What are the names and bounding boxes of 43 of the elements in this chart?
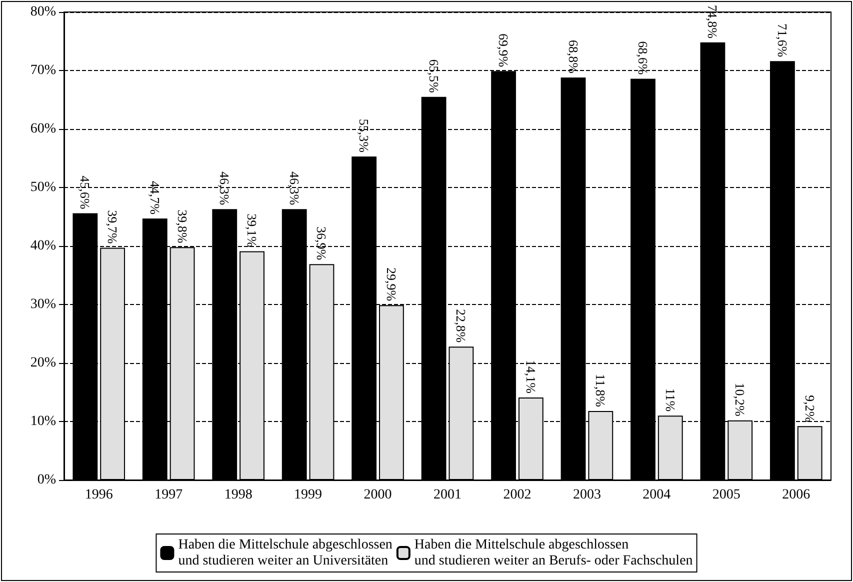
data-label: 39,7% — [105, 210, 120, 244]
y-tick-label: 30% — [30, 297, 56, 312]
y-tick-label: 60% — [30, 122, 56, 136]
legend-label: Haben die Mittelschule abgeschlossen und studieren weiter an Universitäten — [178, 538, 392, 568]
legend-label: Haben die Mittelschule abgeschlossen und studieren weiter an Berufs- oder Fachschulen — [414, 538, 693, 568]
x-tick-label: 1999 — [294, 488, 322, 502]
data-label: 71,6% — [774, 24, 790, 58]
data-label: 11% — [662, 388, 678, 412]
data-label: 9,2% — [802, 395, 818, 422]
y-tick-label: 70% — [30, 63, 56, 78]
y-tick-label: 40% — [30, 238, 56, 254]
y-tick-label: 0% — [37, 472, 56, 488]
data-label: 39,1% — [244, 214, 260, 248]
data-label: 10,2% — [732, 382, 748, 416]
x-tick-label: 1997 — [154, 488, 183, 502]
data-label: 65,5% — [426, 59, 442, 93]
y-tick-label: 10% — [30, 414, 56, 429]
data-label: 44,7% — [147, 180, 162, 215]
x-tick-label: 2004 — [642, 488, 671, 502]
y-tick-label: 20% — [30, 356, 56, 370]
data-label: 74,8% — [705, 4, 720, 39]
data-label: 46,3% — [217, 172, 232, 206]
x-tick-label: 2001 — [434, 488, 462, 502]
data-label: 69,9% — [496, 33, 512, 68]
data-label: 46,3% — [286, 172, 302, 206]
x-tick-label: 1996 — [84, 488, 113, 502]
data-label: 45,6% — [78, 176, 93, 210]
data-label: 29,9% — [384, 267, 399, 302]
data-label: 68,6% — [635, 41, 650, 75]
y-tick-label: 80% — [30, 4, 56, 20]
data-label: 36,9% — [314, 226, 330, 260]
data-label: 22,8% — [454, 309, 469, 343]
data-label: 68,8% — [566, 40, 581, 74]
x-tick-label: 2000 — [364, 488, 392, 502]
data-label: 11,8% — [593, 374, 608, 408]
x-tick-label: 2005 — [712, 488, 740, 502]
y-tick-label: 50% — [30, 180, 56, 195]
data-label: 55,3% — [356, 118, 372, 153]
x-tick-label: 2002 — [503, 488, 532, 502]
x-tick-label: 2003 — [572, 488, 601, 502]
data-label: 39,8% — [174, 210, 190, 244]
x-tick-label: 2006 — [782, 488, 810, 502]
x-tick-label: 1998 — [224, 488, 252, 502]
